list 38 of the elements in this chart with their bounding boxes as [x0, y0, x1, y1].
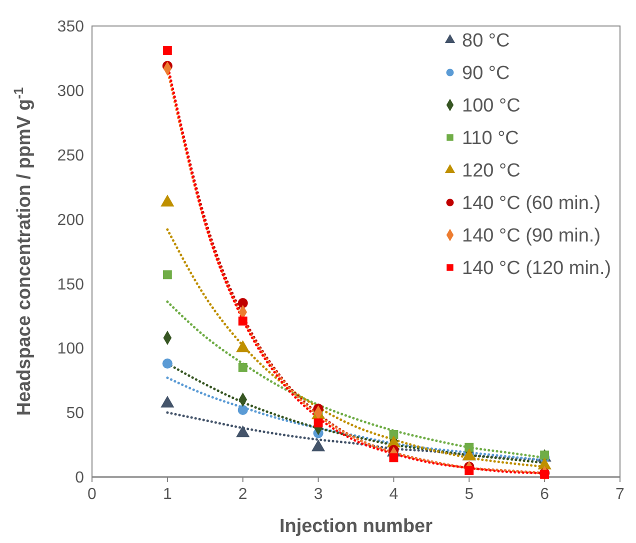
y-tick-label: 350 — [57, 18, 84, 36]
y-tick-label: 0 — [75, 470, 84, 487]
x-tick-label: 0 — [88, 486, 97, 503]
point — [464, 442, 474, 452]
legend-label: 120 °C — [462, 160, 520, 182]
legend-label: 90 °C — [462, 63, 510, 84]
x-tick-label: 2 — [238, 486, 248, 503]
point — [540, 450, 550, 460]
point — [238, 298, 248, 308]
legend-label: 80 °C — [462, 30, 510, 52]
y-tick-label: 300 — [57, 83, 84, 100]
legend-label: 140 °C (90 min.) — [462, 226, 601, 247]
point — [162, 270, 172, 280]
point — [389, 453, 398, 462]
legend-label: 140 °C (60 min.) — [462, 193, 601, 214]
y-tick-label: 200 — [57, 212, 84, 229]
point — [238, 363, 248, 372]
point — [238, 316, 248, 326]
x-tick-label: 5 — [464, 486, 474, 503]
y-tick-label: 150 — [57, 276, 84, 294]
point — [464, 466, 474, 476]
point — [389, 430, 398, 439]
y-tick-label: 100 — [57, 340, 84, 358]
x-tick-label: 4 — [389, 486, 398, 503]
point — [162, 358, 172, 369]
y-tick-label: 50 — [66, 405, 84, 422]
y-tick-label: 250 — [57, 147, 84, 164]
point — [238, 404, 248, 416]
legend-label: 110 °C — [462, 128, 519, 150]
x-tick-label: 3 — [314, 486, 323, 503]
point — [314, 418, 323, 428]
legend-label: 100 °C — [462, 96, 520, 117]
x-tick-label: 6 — [540, 486, 550, 503]
x-tick-label: 7 — [616, 486, 625, 503]
x-tick-label: 1 — [162, 486, 172, 503]
x-axis-title: Injection number — [279, 516, 434, 537]
legend-label: 140 °C (120 min.) — [462, 258, 612, 280]
point — [162, 46, 172, 55]
